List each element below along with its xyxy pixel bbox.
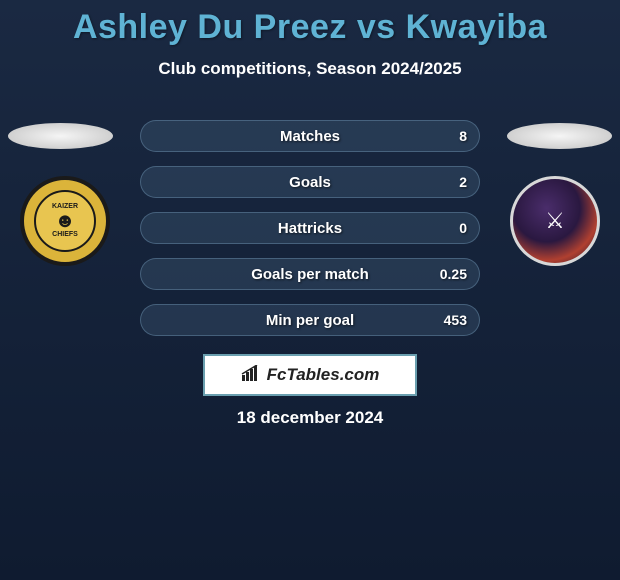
club-right-graphic-icon: ⚔ <box>545 208 565 234</box>
stat-row: Matches 8 <box>140 120 480 152</box>
stat-row: Goals 2 <box>140 166 480 198</box>
stat-right-value: 0.25 <box>440 266 467 282</box>
stat-right-value: 0 <box>459 220 467 236</box>
club-left-badge: KAIZER ☻ CHIEFS <box>20 176 110 266</box>
stats-table: Matches 8 Goals 2 Hattricks 0 Goals per … <box>140 120 480 350</box>
club-left-text-bottom: CHIEFS <box>52 231 78 239</box>
stat-row: Hattricks 0 <box>140 212 480 244</box>
player-right-portrait <box>507 123 612 149</box>
stat-row: Min per goal 453 <box>140 304 480 336</box>
club-left-badge-inner: KAIZER ☻ CHIEFS <box>34 190 96 252</box>
stat-right-value: 8 <box>459 128 467 144</box>
stat-label: Goals <box>289 174 331 191</box>
branding-box: FcTables.com <box>203 354 417 396</box>
club-left-graphic-icon: ☻ <box>54 211 75 231</box>
stat-label: Hattricks <box>278 220 342 237</box>
page-title: Ashley Du Preez vs Kwayiba <box>0 0 620 47</box>
stat-row: Goals per match 0.25 <box>140 258 480 290</box>
stat-label: Min per goal <box>266 312 354 329</box>
subtitle: Club competitions, Season 2024/2025 <box>0 59 620 79</box>
chart-icon <box>241 365 261 386</box>
stat-label: Matches <box>280 128 340 145</box>
player-left-portrait <box>8 123 113 149</box>
branding-text: FcTables.com <box>267 365 380 385</box>
stat-right-value: 453 <box>444 312 467 328</box>
stat-label: Goals per match <box>251 266 369 283</box>
stat-right-value: 2 <box>459 174 467 190</box>
club-right-badge: ⚔ <box>510 176 600 266</box>
date-label: 18 december 2024 <box>0 408 620 428</box>
